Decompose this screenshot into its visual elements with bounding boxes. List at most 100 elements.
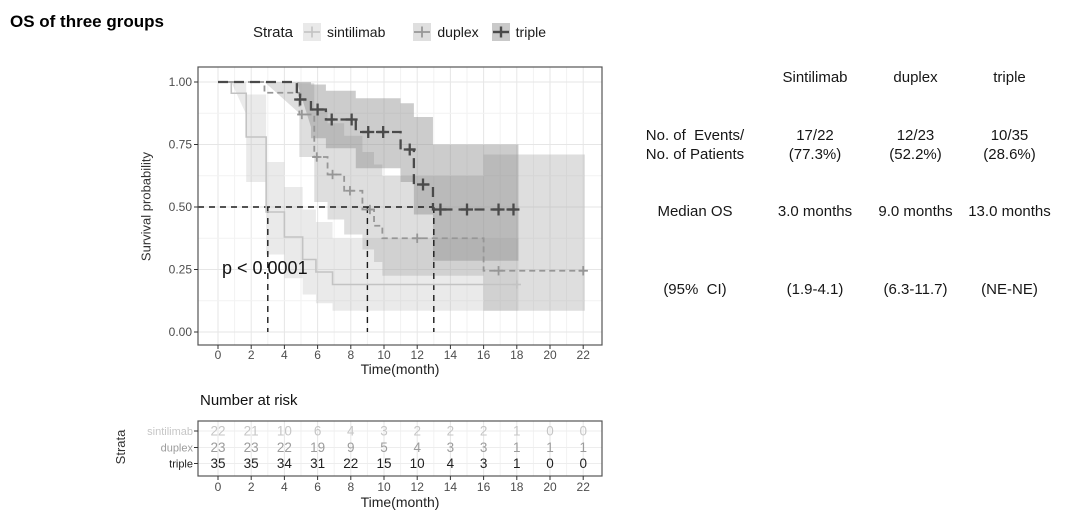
y-tick-label: 0.00: [169, 325, 193, 339]
risk-row-label: duplex: [161, 443, 194, 455]
x-tick-label: 2: [248, 480, 255, 494]
risk-count: 23: [210, 440, 225, 455]
risk-table-title: Number at risk: [200, 392, 298, 409]
stats-cell: 17/22 (77.3%): [788, 127, 842, 163]
risk-count: 1: [513, 440, 521, 455]
stats-cell: 10/35 (28.6%): [983, 127, 1036, 163]
risk-count: 0: [546, 424, 554, 439]
risk-count: 21: [244, 424, 259, 439]
x-tick-label: 20: [543, 348, 557, 362]
x-tick-label: 4: [281, 480, 288, 494]
censor-marks-duplex: [297, 109, 588, 276]
x-tick-label: 14: [444, 480, 458, 494]
x-tick-label: 18: [510, 348, 524, 362]
legend-item-triple: triple: [491, 23, 547, 41]
risk-count: 1: [513, 456, 521, 471]
x-tick-label: 10: [377, 348, 391, 362]
stats-row-label: Median OS: [657, 203, 733, 220]
risk-count: 15: [376, 456, 391, 471]
risk-count: 34: [277, 456, 293, 471]
risk-row-label: sintilimab: [147, 426, 193, 438]
risk-count: 4: [347, 424, 355, 439]
main-panel-border: [197, 66, 603, 346]
censor-marks-sintilimab: [512, 280, 521, 289]
x-tick-label: 8: [347, 348, 354, 362]
x-tick-label: 6: [314, 480, 321, 494]
x-tick-label: 20: [543, 480, 557, 494]
x-tick-label: 16: [477, 348, 491, 362]
x-tick-label: 14: [444, 348, 458, 362]
risk-count: 1: [546, 440, 554, 455]
y-tick-label: 0.75: [169, 138, 193, 152]
x-tick-label: 0: [215, 480, 222, 494]
risk-count: 0: [546, 456, 554, 471]
risk-count: 2: [413, 424, 421, 439]
risk-count: 31: [310, 456, 325, 471]
risk-count: 3: [447, 440, 455, 455]
risk-count: 1: [579, 440, 587, 455]
risk-count: 10: [410, 456, 425, 471]
risk-row-triple: triple 35 35 34 31 22 15 10 4 3 1 0 0: [169, 456, 587, 471]
risk-row-sintilimab: sintilimab 22 21 10 6 4 3 2 2 2 1 0 0: [147, 424, 587, 439]
y-tick-label: 0.50: [169, 200, 193, 214]
legend-label-triple: triple: [515, 24, 547, 40]
censor-marks-triple: [294, 93, 520, 216]
x-tick-label: 8: [347, 480, 354, 494]
risk-count: 3: [480, 440, 488, 455]
stats-row-label: (95% CI): [663, 281, 727, 298]
main-grid: [198, 67, 602, 345]
risk-count: 1: [513, 424, 521, 439]
median-lines: [198, 206, 435, 332]
risk-count: 2: [447, 424, 455, 439]
risk-count: 6: [314, 424, 322, 439]
x-tick-label: 0: [215, 348, 222, 362]
risk-panel-border: [197, 420, 603, 477]
figure-title: OS of three groups: [10, 12, 164, 31]
risk-count: 5: [380, 440, 388, 455]
risk-count: 23: [244, 440, 259, 455]
y-axis-title: Survival probability: [138, 151, 154, 262]
x-tick-label: 16: [477, 480, 491, 494]
legend-label-sintilimab: sintilimab: [327, 24, 386, 40]
y-axis-main: 0.00 0.25 0.50 0.75 1.00: [169, 75, 198, 339]
x-axis-title-main: Time(month): [360, 361, 440, 377]
x-axis-main: 0 2 4 6 8 10 12 14 16 18 20 22: [215, 345, 591, 362]
y-tick-label: 1.00: [169, 75, 193, 89]
risk-count: 19: [310, 440, 325, 455]
p-value-label: p < 0.0001: [222, 258, 308, 278]
risk-row-duplex: duplex 23 23 22 19 9 5 4 3 3 1 1 1: [161, 440, 587, 455]
km-curves: [218, 80, 588, 289]
risk-count: 3: [480, 456, 488, 471]
stats-row-label: No. of Events/No. of Patients: [645, 127, 745, 163]
ribbon-triple: [296, 82, 519, 261]
stats-cell: (6.3-11.7): [883, 281, 948, 298]
stats-col-header: duplex: [893, 69, 938, 86]
y-tick-label: 0.25: [169, 263, 193, 277]
risk-row-label: triple: [169, 459, 193, 471]
km-curve-sintilimab: [218, 81, 519, 286]
risk-count: 22: [343, 456, 358, 471]
stats-col-header: triple: [993, 69, 1026, 86]
stats-cell: (NE-NE): [981, 281, 1038, 298]
risk-count: 35: [210, 456, 225, 471]
stats-cell: (1.9-4.1): [786, 281, 844, 298]
legend: Strata sintilimab duplex triple: [253, 22, 546, 42]
risk-count: 9: [347, 440, 355, 455]
risk-count: 22: [277, 440, 292, 455]
x-tick-label: 12: [411, 480, 425, 494]
risk-count: 4: [413, 440, 421, 455]
risk-count: 22: [210, 424, 225, 439]
risk-count: 4: [447, 456, 455, 471]
risk-count: 0: [579, 424, 587, 439]
x-tick-label: 4: [281, 348, 288, 362]
x-tick-label: 22: [577, 348, 591, 362]
ribbon-duplex: [264, 82, 585, 311]
x-axis-risk: 0 2 4 6 8 10 12 14 16 18 20 22: [215, 476, 591, 494]
risk-count: 0: [579, 456, 587, 471]
x-tick-label: 22: [577, 480, 591, 494]
strata-axis-title: Strata: [113, 429, 128, 465]
stats-col-header: Sintilimab: [782, 69, 848, 86]
